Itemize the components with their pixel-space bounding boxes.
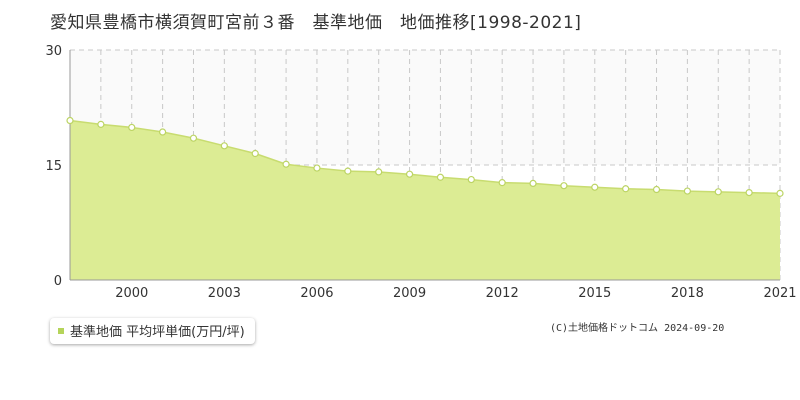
x-tick-label: 2018 <box>671 286 704 301</box>
x-tick-label: 2015 <box>578 286 611 301</box>
y-tick-label: 15 <box>45 159 62 174</box>
data-point <box>313 164 321 172</box>
data-point <box>529 179 537 187</box>
data-point <box>622 185 630 193</box>
data-point <box>652 185 661 194</box>
legend-label: 基準地価 平均坪単価(万円/坪) <box>70 325 245 340</box>
data-point <box>97 120 105 128</box>
x-tick-label: 2003 <box>208 286 241 301</box>
x-tick-label: 2021 <box>763 286 796 301</box>
data-point <box>560 182 568 190</box>
series-area <box>70 120 780 281</box>
data-point <box>498 179 506 187</box>
series-line <box>69 119 781 195</box>
credit-text: (C)土地価格ドットコム 2024-09-20 <box>550 323 725 334</box>
data-point <box>375 168 383 176</box>
y-tick-label: 30 <box>45 44 62 59</box>
data-point <box>776 189 784 197</box>
data-point <box>66 116 74 125</box>
data-point <box>467 175 475 184</box>
chart-legend: 基準地価 平均坪単価(万円/坪) <box>50 318 255 344</box>
data-point <box>220 142 228 150</box>
x-tick-label: 2009 <box>393 286 426 301</box>
data-point <box>714 188 722 196</box>
data-point <box>128 123 136 132</box>
x-tick-label: 2006 <box>300 286 333 301</box>
data-point <box>745 189 753 197</box>
x-tick-label: 2000 <box>115 286 148 301</box>
data-point <box>344 167 352 175</box>
x-tick-label: 2012 <box>486 286 519 301</box>
data-point <box>189 134 198 142</box>
y-tick-label: 0 <box>54 274 62 289</box>
data-point <box>405 170 414 178</box>
data-point <box>436 173 445 181</box>
chart-title: 愛知県豊橋市横須賀町宮前３番 基準地価 地価推移[1998-2021] <box>50 13 582 33</box>
data-point <box>591 183 599 191</box>
data-point <box>159 128 167 136</box>
data-point <box>251 149 259 158</box>
legend-swatch-icon <box>58 328 64 334</box>
data-point <box>683 187 691 195</box>
data-point <box>282 160 290 168</box>
